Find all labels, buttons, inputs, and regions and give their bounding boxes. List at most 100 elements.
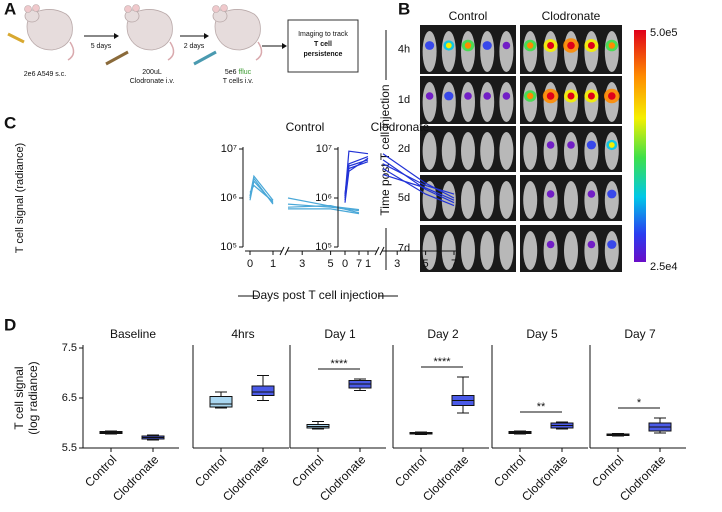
x-tick-label: Control: [82, 452, 119, 489]
arrow-head: [204, 33, 209, 39]
y-tick-label: 10⁷: [221, 143, 237, 155]
mouse-image: [564, 132, 578, 170]
significance: *: [637, 397, 642, 409]
x-tick-label: 3: [299, 258, 305, 270]
x-tick-label: Clodronate: [110, 452, 162, 504]
mouse-image: [543, 181, 558, 219]
signal: [464, 92, 472, 100]
mouse-image: [523, 231, 538, 270]
y-tick-label: 10⁵: [315, 241, 332, 253]
x-tick-label: 0: [247, 258, 253, 270]
signal: [587, 240, 596, 249]
series-line: [382, 167, 455, 207]
signal: [444, 91, 454, 101]
y-tick-label: 10⁷: [316, 143, 332, 155]
axis-break: [379, 246, 385, 256]
signal: [586, 140, 597, 150]
axis-label: Time post T cell injection: [378, 84, 392, 215]
y-tick-label: 7.5: [62, 342, 77, 354]
mouse-image: [604, 31, 619, 72]
mouse-image: [499, 31, 514, 72]
panel-b: B Control Clodronate Time post T cell in…: [378, 0, 677, 273]
mouse-image: [461, 31, 475, 72]
mouse-image: [480, 132, 495, 170]
x-axis-label: Days post T cell injection: [252, 288, 384, 302]
x-tick-label: 0: [342, 258, 348, 270]
timepoint-label: 2d: [398, 143, 410, 155]
chart-title: Control: [286, 120, 325, 134]
mouse-image: [584, 132, 599, 170]
chart-title: Baseline: [110, 327, 156, 341]
mouse-image: [604, 181, 619, 219]
interval: 5 days: [91, 43, 112, 50]
y-tick-label: 5.5: [62, 442, 77, 454]
timepoint-label: 4h: [398, 43, 410, 55]
x-tick-label: Clodronate: [317, 452, 369, 504]
signal: [527, 92, 534, 100]
mouse-image: [461, 132, 475, 170]
mouse-image: [584, 181, 599, 219]
step-text: 5e6: [225, 69, 237, 76]
x-tick-label: 7: [356, 258, 362, 270]
signal: [527, 42, 534, 49]
x-tick-label: 5: [328, 258, 334, 270]
signal: [608, 92, 616, 100]
mouse-image: [543, 231, 558, 270]
x-tick-label: Control: [392, 452, 429, 489]
signal: [546, 240, 555, 249]
mouse-image: [604, 231, 619, 270]
series-line: [382, 174, 455, 201]
signal: [482, 41, 492, 50]
signal: [587, 42, 595, 49]
mouse-image: [480, 231, 495, 270]
signal: [567, 92, 575, 100]
mouse-image: [499, 132, 514, 170]
box: [287, 19, 359, 73]
signal: [547, 42, 555, 49]
x-tick-label: Control: [289, 452, 326, 489]
mouse-image: [523, 82, 538, 122]
interval: 2 days: [184, 43, 205, 50]
y-tick-label: 10⁵: [220, 241, 237, 253]
mouse-image: [422, 82, 437, 122]
mouse-icon: [123, 3, 175, 61]
mouse-image: [523, 132, 538, 170]
mouse-image: [461, 181, 475, 219]
axis-break: [279, 246, 285, 256]
series-line: [344, 150, 369, 197]
colorbar-label: 2.5e4: [650, 261, 678, 273]
syringe: [7, 32, 25, 44]
box: [209, 396, 233, 408]
panel-label: D: [4, 315, 16, 334]
panel-label: A: [4, 0, 16, 18]
box-text: persistence: [304, 51, 343, 58]
signal: [546, 92, 555, 100]
chart-title: Clodronate: [371, 120, 430, 134]
mouse-image: [441, 82, 456, 122]
signal: [587, 190, 596, 198]
signal: [608, 42, 615, 49]
reporter: ffluc: [238, 69, 251, 76]
y-tick-label: 6.5: [62, 392, 77, 404]
chart-title: Day 5: [526, 327, 558, 341]
timepoint-label: 1d: [398, 94, 410, 106]
y-tick-label: 10⁶: [220, 192, 237, 204]
arrow-head: [282, 43, 287, 49]
mouse-image: [523, 31, 538, 72]
mouse-image: [422, 132, 437, 170]
mouse-image: [461, 231, 475, 270]
box-text: Imaging to track: [298, 31, 348, 38]
signal: [587, 92, 595, 100]
signal: [567, 41, 575, 50]
arrow-head: [114, 33, 119, 39]
x-tick-label: Control: [589, 452, 626, 489]
colorbar: [634, 30, 646, 262]
axis-break: [284, 246, 290, 256]
x-tick-label: 1: [365, 258, 371, 270]
syringe: [105, 50, 129, 66]
box: [251, 385, 275, 396]
panel-label: B: [398, 0, 410, 18]
x-tick-label: Clodronate: [519, 452, 571, 504]
mouse-image: [604, 132, 619, 170]
